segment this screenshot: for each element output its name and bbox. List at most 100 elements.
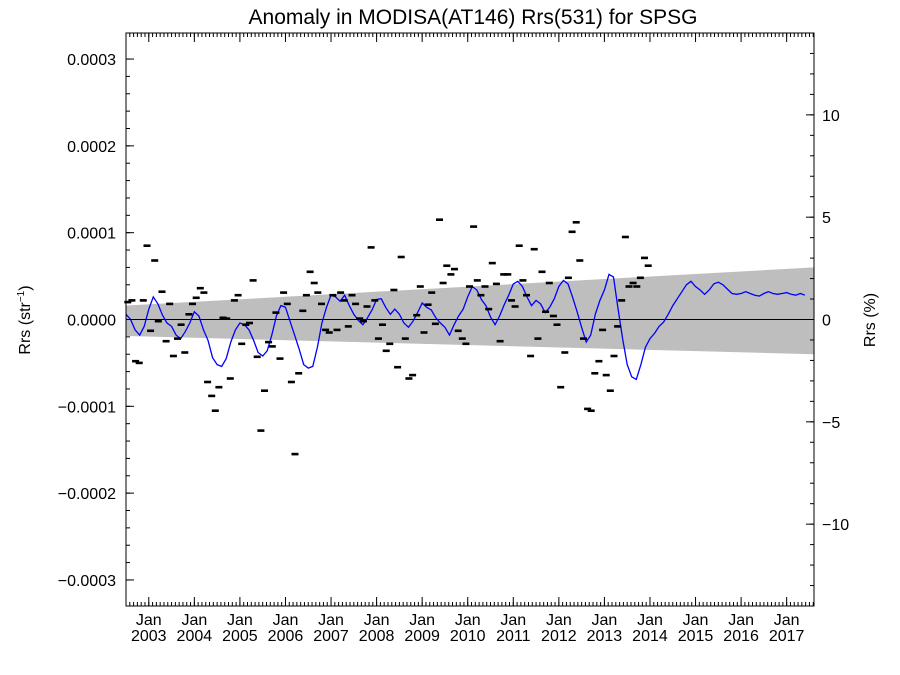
data-point bbox=[162, 339, 170, 343]
data-point bbox=[238, 342, 246, 346]
y-left-tick-label: −0.0003 bbox=[58, 573, 116, 590]
data-point bbox=[447, 273, 455, 276]
data-point bbox=[496, 339, 504, 343]
data-point bbox=[185, 313, 193, 316]
y-left-tick-label: 0.0001 bbox=[67, 226, 116, 243]
data-point bbox=[295, 372, 303, 375]
data-point bbox=[283, 302, 291, 306]
data-point bbox=[462, 342, 470, 346]
data-point bbox=[602, 373, 610, 377]
data-point bbox=[485, 307, 493, 311]
data-point bbox=[132, 359, 140, 363]
data-point bbox=[436, 218, 443, 221]
data-point bbox=[443, 264, 451, 267]
data-point bbox=[508, 299, 515, 302]
y-axis-left-label: Rrs (str−1) bbox=[16, 285, 34, 354]
x-tick-month-label: Jan bbox=[455, 612, 481, 629]
x-tick-month-label: Jan bbox=[227, 612, 253, 629]
data-point bbox=[523, 293, 530, 297]
data-point bbox=[226, 377, 234, 380]
chart-title: Anomaly in MODISA(AT146) Rrs(531) for SP… bbox=[249, 6, 698, 29]
data-point bbox=[192, 296, 200, 300]
data-point bbox=[587, 409, 595, 412]
data-point bbox=[174, 337, 181, 340]
data-point bbox=[428, 291, 436, 294]
data-point bbox=[401, 337, 409, 340]
x-tick-month-label: Jan bbox=[774, 612, 800, 629]
x-tick-month-label: Jan bbox=[500, 612, 526, 629]
data-point bbox=[204, 380, 212, 384]
data-point bbox=[340, 299, 348, 302]
data-point bbox=[211, 409, 219, 412]
data-point bbox=[147, 329, 155, 333]
data-point bbox=[614, 325, 622, 328]
data-point bbox=[477, 293, 485, 297]
data-point bbox=[151, 259, 159, 262]
data-point bbox=[374, 337, 382, 340]
data-point bbox=[584, 407, 592, 411]
data-point bbox=[530, 247, 538, 251]
x-tick-month-label: Jan bbox=[592, 612, 618, 629]
data-point bbox=[618, 299, 626, 302]
data-point bbox=[405, 377, 413, 380]
smoothed-series bbox=[125, 273, 806, 381]
y-axis-right-label: Rrs (%) bbox=[862, 293, 879, 347]
data-point bbox=[454, 329, 462, 333]
x-tick-year-label: 2017 bbox=[769, 628, 805, 645]
data-point bbox=[420, 331, 428, 334]
data-point bbox=[515, 244, 523, 247]
x-tick-month-label: Jan bbox=[136, 612, 162, 629]
data-point bbox=[139, 299, 147, 302]
data-point bbox=[196, 286, 204, 290]
data-point bbox=[519, 279, 527, 282]
data-point bbox=[534, 337, 542, 340]
x-tick-year-label: 2003 bbox=[131, 628, 167, 645]
data-point bbox=[549, 314, 557, 318]
x-axis: Jan2003Jan2004Jan2005Jan2006Jan2007Jan20… bbox=[125, 33, 814, 645]
data-point bbox=[242, 323, 250, 326]
data-point bbox=[314, 291, 322, 294]
data-point bbox=[143, 244, 151, 247]
data-point bbox=[595, 359, 603, 363]
data-point bbox=[610, 354, 618, 358]
data-point bbox=[545, 281, 553, 285]
smoothed-line bbox=[125, 273, 806, 381]
x-tick-year-label: 2012 bbox=[541, 628, 577, 645]
data-point bbox=[318, 302, 325, 306]
data-point bbox=[500, 273, 508, 276]
data-point bbox=[424, 303, 432, 306]
data-point bbox=[169, 354, 177, 358]
data-point bbox=[379, 323, 386, 326]
x-tick-month-label: Jan bbox=[637, 612, 663, 629]
y-right-tick-label: 5 bbox=[822, 210, 831, 227]
y-axis-right: 10 5 0 −5 −10 bbox=[806, 32, 849, 607]
data-point bbox=[633, 285, 641, 288]
data-point bbox=[333, 328, 341, 332]
data-point bbox=[394, 365, 402, 369]
data-point bbox=[538, 270, 546, 274]
trend-band bbox=[126, 267, 814, 355]
x-tick-year-label: 2011 bbox=[496, 628, 531, 645]
x-tick-year-label: 2005 bbox=[222, 628, 258, 645]
data-point bbox=[367, 246, 375, 249]
data-point bbox=[636, 276, 644, 280]
data-point bbox=[344, 325, 352, 328]
y-left-tick-label: −0.0001 bbox=[58, 399, 116, 416]
y-right-tick-label: −5 bbox=[822, 415, 840, 432]
data-point bbox=[356, 317, 364, 320]
data-point bbox=[265, 340, 273, 344]
y-left-tick-label: 0.0002 bbox=[67, 139, 116, 156]
y-right-tick-label: −10 bbox=[822, 517, 849, 534]
data-point bbox=[488, 261, 496, 265]
data-point bbox=[272, 311, 280, 314]
data-point bbox=[621, 235, 629, 239]
x-tick-year-label: 2009 bbox=[404, 628, 440, 645]
data-point bbox=[234, 293, 242, 297]
data-point bbox=[337, 291, 345, 294]
data-point bbox=[466, 285, 473, 288]
data-point bbox=[470, 225, 478, 228]
x-tick-month-label: Jan bbox=[273, 612, 299, 629]
trend-band-area bbox=[126, 267, 814, 355]
y-left-tick-label: 0.0003 bbox=[67, 52, 116, 69]
